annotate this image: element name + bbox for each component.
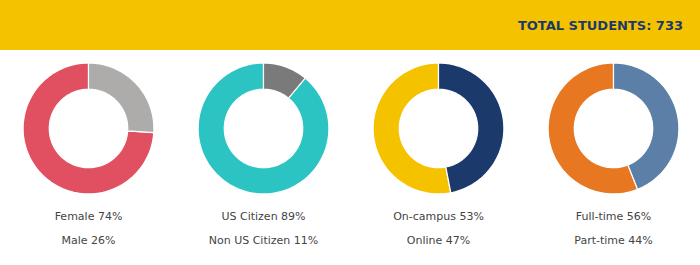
- svg-text:US Citizen 89%: US Citizen 89%: [221, 210, 305, 223]
- svg-text:Full-time 56%: Full-time 56%: [575, 210, 651, 223]
- svg-text:Male 26%: Male 26%: [61, 234, 115, 247]
- html-text:TOTAL STUDENTS: 733: TOTAL STUDENTS: 733: [517, 17, 683, 33]
- svg-text:Online 47%: Online 47%: [406, 234, 469, 247]
- svg-text:Part-time 44%: Part-time 44%: [574, 234, 652, 247]
- svg-text:Non US Citizen 11%: Non US Citizen 11%: [208, 234, 318, 247]
- svg-text:Female 74%: Female 74%: [54, 210, 122, 223]
- svg-text:On-campus 53%: On-campus 53%: [393, 210, 484, 223]
